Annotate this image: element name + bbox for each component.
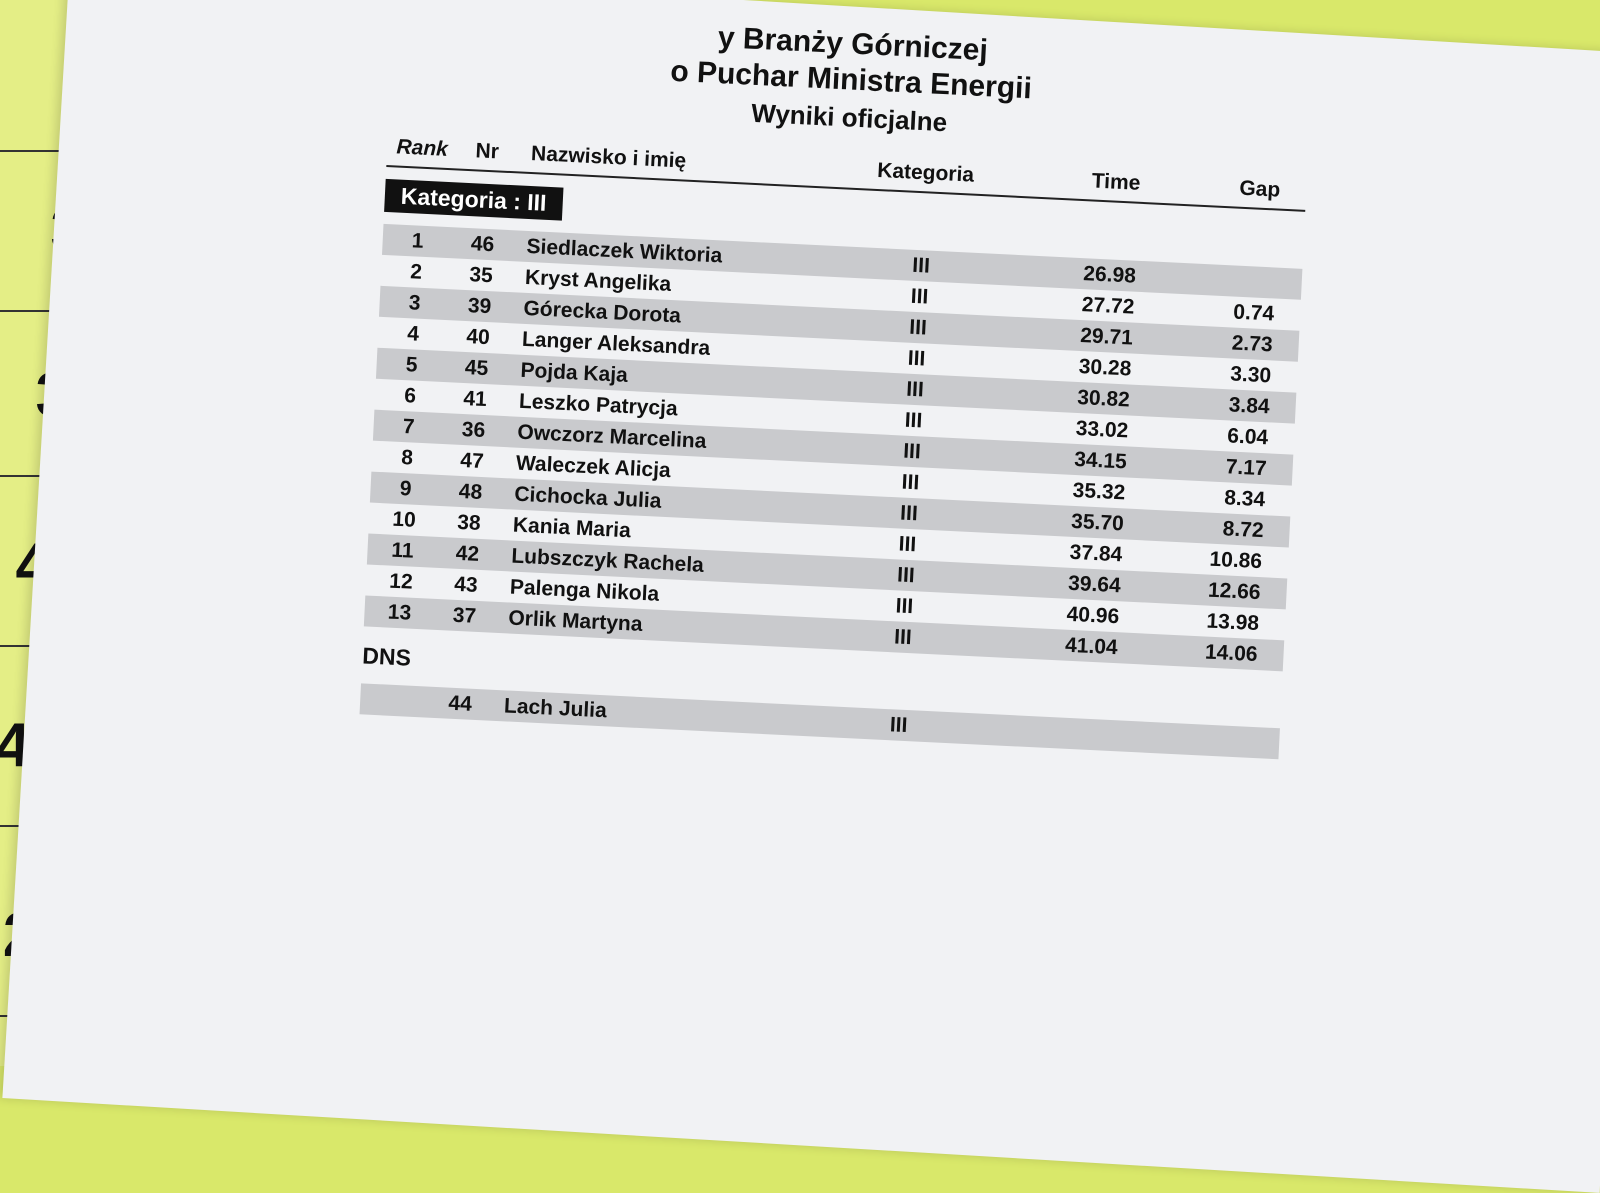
cell-rank: 2 <box>409 260 423 284</box>
cell-kategoria: III <box>893 625 913 650</box>
category-badge: Kategoria : III <box>384 178 564 221</box>
cell-kategoria: III <box>889 713 908 738</box>
cell-rank: 8 <box>400 446 414 470</box>
cell-rank: 10 <box>391 507 417 532</box>
cell-nr: 40 <box>465 325 491 350</box>
results-table: 1 46 Siedlaczek Wiktoria III 26.98 2 35 Kryst A… <box>363 223 1303 672</box>
cell-name: Lach Julia <box>503 694 608 723</box>
header-kategoria: Kategoria <box>876 158 975 187</box>
cell-gap <box>1113 720 1254 758</box>
cell-nr: 43 <box>453 572 479 597</box>
header-name: Nazwisko i imię <box>530 142 687 173</box>
cell-rank: 11 <box>390 538 415 563</box>
cell-rank: 7 <box>402 415 416 439</box>
header-time: Time <box>1091 169 1141 195</box>
cell-nr: 48 <box>458 479 483 505</box>
cell-time: 41.04 <box>1064 633 1119 660</box>
cell-rank: 4 <box>406 322 420 346</box>
cell-rank <box>360 683 431 717</box>
cell-rank: 1 <box>411 229 425 253</box>
cell-rank: 5 <box>405 353 419 377</box>
cell-nr: 42 <box>455 541 480 566</box>
cell-rank: 6 <box>403 384 417 408</box>
cell-nr: 35 <box>468 263 494 288</box>
header-gap: Gap <box>1238 176 1281 202</box>
cell-rank: 13 <box>387 600 412 625</box>
header-rank: Rank <box>396 135 449 161</box>
cell-rank: 9 <box>399 477 412 501</box>
cell-nr: 36 <box>461 417 486 443</box>
cell-nr: 38 <box>456 510 482 535</box>
cell-time <box>963 713 1114 751</box>
header-nr: Nr <box>474 139 500 164</box>
cell-nr: 46 <box>470 232 495 257</box>
cell-rank: 12 <box>388 569 414 594</box>
cell-gap: 14.06 <box>1204 640 1259 667</box>
cell-nr: 47 <box>459 448 485 474</box>
cell-nr: 39 <box>467 294 492 319</box>
results-content: y Branży Górniczej o Puchar Ministra Ene… <box>359 4 1314 760</box>
cell-nr: 44 <box>447 691 473 716</box>
cell-rank: 3 <box>408 291 422 315</box>
cell-nr: 45 <box>464 356 489 381</box>
cell-nr: 41 <box>462 387 488 412</box>
cell-nr: 37 <box>452 603 477 628</box>
